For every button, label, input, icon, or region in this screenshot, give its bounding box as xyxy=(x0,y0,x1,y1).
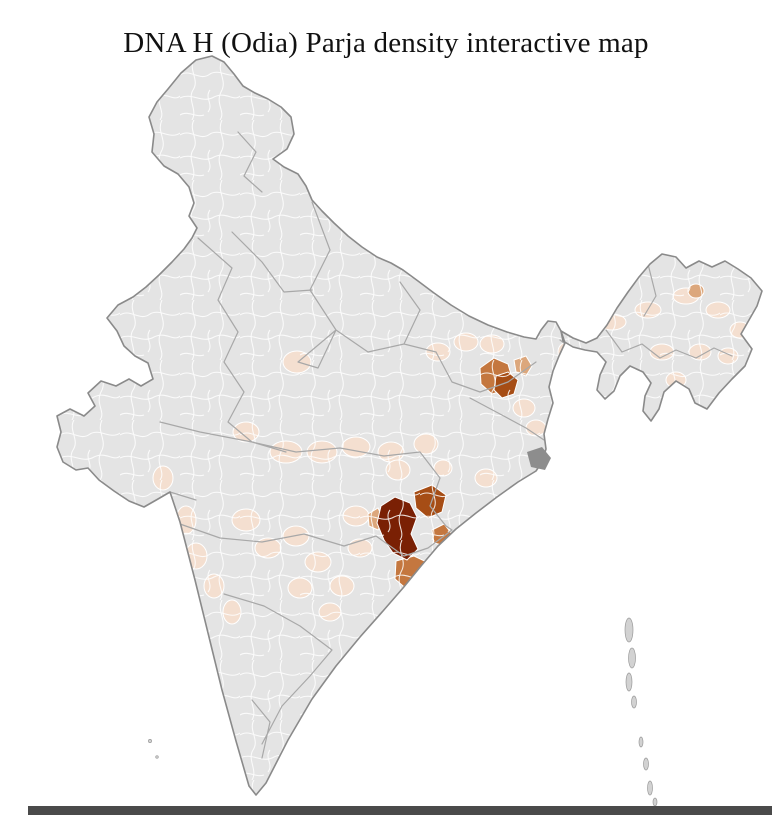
island[interactable] xyxy=(652,797,658,807)
bottom-toolbar[interactable] xyxy=(28,806,772,815)
island-chain-andaman[interactable] xyxy=(624,617,658,807)
island[interactable] xyxy=(625,672,633,692)
district-borders-texture xyxy=(57,56,762,795)
island[interactable] xyxy=(638,736,644,748)
island[interactable] xyxy=(628,647,636,669)
island[interactable] xyxy=(624,617,634,643)
island[interactable] xyxy=(148,739,152,743)
island[interactable] xyxy=(647,780,653,796)
island-chain-lakshadweep[interactable] xyxy=(148,739,159,759)
island[interactable] xyxy=(643,757,649,771)
delta-patch[interactable] xyxy=(527,447,551,470)
island[interactable] xyxy=(631,695,637,709)
island[interactable] xyxy=(155,755,159,759)
page-title: DNA H (Odia) Parja density interactive m… xyxy=(123,27,649,60)
